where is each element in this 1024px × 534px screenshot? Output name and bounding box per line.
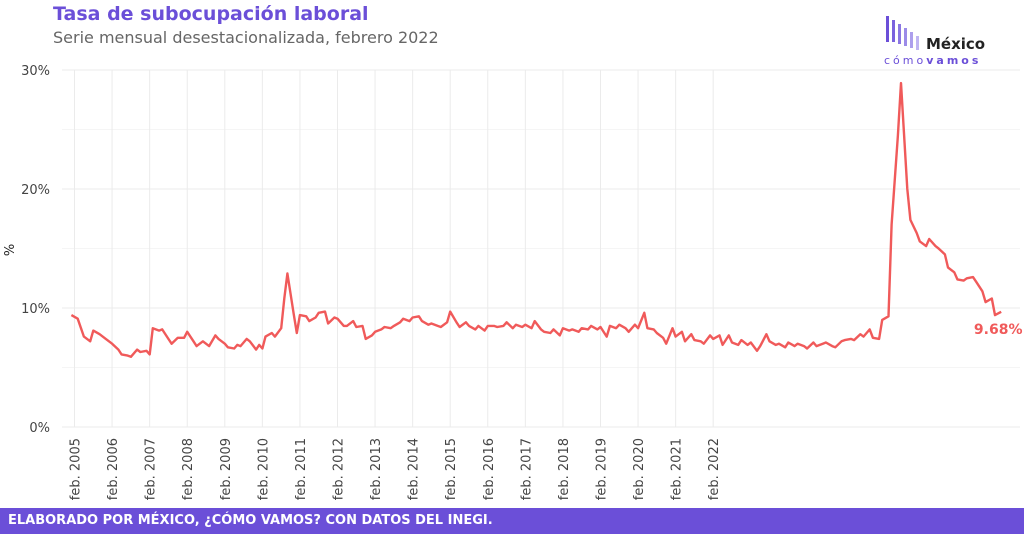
x-tick-label: feb. 2018 xyxy=(557,438,572,500)
logo-tag-como: cómo xyxy=(884,54,927,67)
x-tick-label: feb. 2019 xyxy=(594,438,609,500)
x-axis-ticks: feb. 2005 feb. 2006 feb. 2007 feb. 2008 feb.… xyxy=(69,438,723,500)
y-tick-label: 0% xyxy=(29,421,50,436)
y-axis-ticks: 0% 10% 20% 30% xyxy=(21,64,50,436)
chart-subtitle: Serie mensual desestacionalizada, febrer… xyxy=(53,28,439,47)
y-tick-label: 30% xyxy=(21,64,50,79)
grid-lines xyxy=(62,69,1020,428)
x-tick-label: feb. 2011 xyxy=(294,438,309,500)
x-tick-label: feb. 2006 xyxy=(106,438,121,500)
x-tick-label: feb. 2015 xyxy=(444,438,459,500)
x-tick-label: feb. 2005 xyxy=(69,438,84,500)
y-tick-label: 10% xyxy=(21,302,50,317)
x-tick-label: feb. 2020 xyxy=(632,438,647,500)
x-tick-label: feb. 2013 xyxy=(369,438,384,500)
logo-tag-vamos: vamos xyxy=(926,54,982,67)
x-tick-label: feb. 2009 xyxy=(219,438,234,500)
mexico-como-vamos-logo: México cómovamos xyxy=(882,14,992,74)
last-value-label: 9.68% xyxy=(974,322,1023,338)
x-tick-label: feb. 2012 xyxy=(332,438,347,500)
series-line xyxy=(70,81,1002,358)
logo-bars-icon xyxy=(886,16,919,50)
chart-title: Tasa de subocupación laboral xyxy=(53,3,369,25)
x-tick-label: feb. 2016 xyxy=(482,438,497,500)
logo-tagline: cómovamos xyxy=(884,54,981,67)
x-tick-label: feb. 2008 xyxy=(181,438,196,500)
x-tick-label: feb. 2014 xyxy=(407,438,422,500)
footer-credit: ELABORADO POR MÉXICO, ¿CÓMO VAMOS? CON D… xyxy=(0,508,1024,534)
x-tick-label: feb. 2021 xyxy=(670,438,685,500)
chart-svg: 0%10%20%30% feb. 2005 feb. 2006 feb. 2007 f… xyxy=(3,64,1023,500)
x-tick-label: feb. 2010 xyxy=(256,438,271,500)
x-tick-label: feb. 2022 xyxy=(707,438,722,500)
y-axis-label: % xyxy=(3,244,18,256)
x-tick-label: feb. 2007 xyxy=(144,438,159,500)
y-tick-label: 20% xyxy=(21,183,50,198)
logo-name: México xyxy=(926,35,986,53)
x-tick-label: feb. 2017 xyxy=(519,438,534,500)
